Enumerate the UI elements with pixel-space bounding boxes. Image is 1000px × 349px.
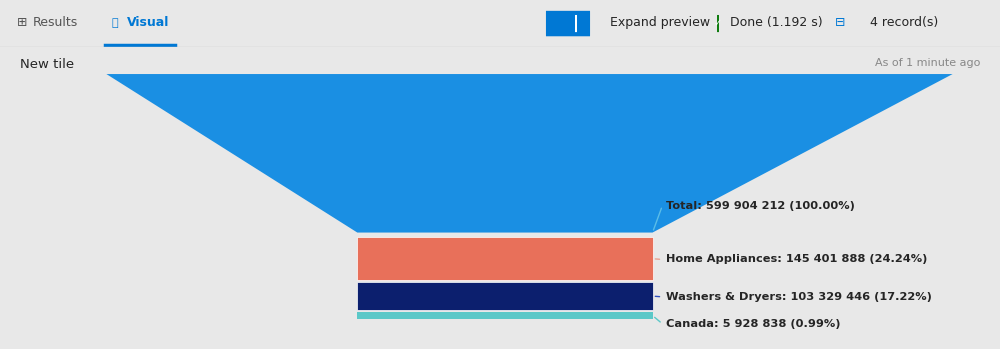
Text: Expand preview: Expand preview [610,16,710,29]
Text: Results: Results [32,16,78,29]
Text: Canada: 5 928 838 (0.99%): Canada: 5 928 838 (0.99%) [666,319,841,329]
Text: ⊟: ⊟ [835,16,845,29]
Text: Home Appliances: 145 401 888 (24.24%): Home Appliances: 145 401 888 (24.24%) [666,254,928,265]
Bar [357,312,653,319]
Text: Total: 599 904 212 (100.00%): Total: 599 904 212 (100.00%) [666,201,855,211]
Text: ✓: ✓ [714,17,722,28]
Bar [357,282,653,310]
Text: Done (1.192 s): Done (1.192 s) [730,16,823,29]
Text: 📊: 📊 [112,17,118,28]
Text: New tile: New tile [20,58,74,70]
Bar [357,237,653,280]
Text: Visual: Visual [127,16,169,29]
Polygon shape [106,74,953,232]
FancyBboxPatch shape [546,11,590,36]
Text: 4 record(s): 4 record(s) [870,16,938,29]
Text: As of 1 minute ago: As of 1 minute ago [875,58,980,68]
Text: Washers & Dryers: 103 329 446 (17.22%): Washers & Dryers: 103 329 446 (17.22%) [666,292,932,302]
Text: ⊞: ⊞ [17,16,27,29]
